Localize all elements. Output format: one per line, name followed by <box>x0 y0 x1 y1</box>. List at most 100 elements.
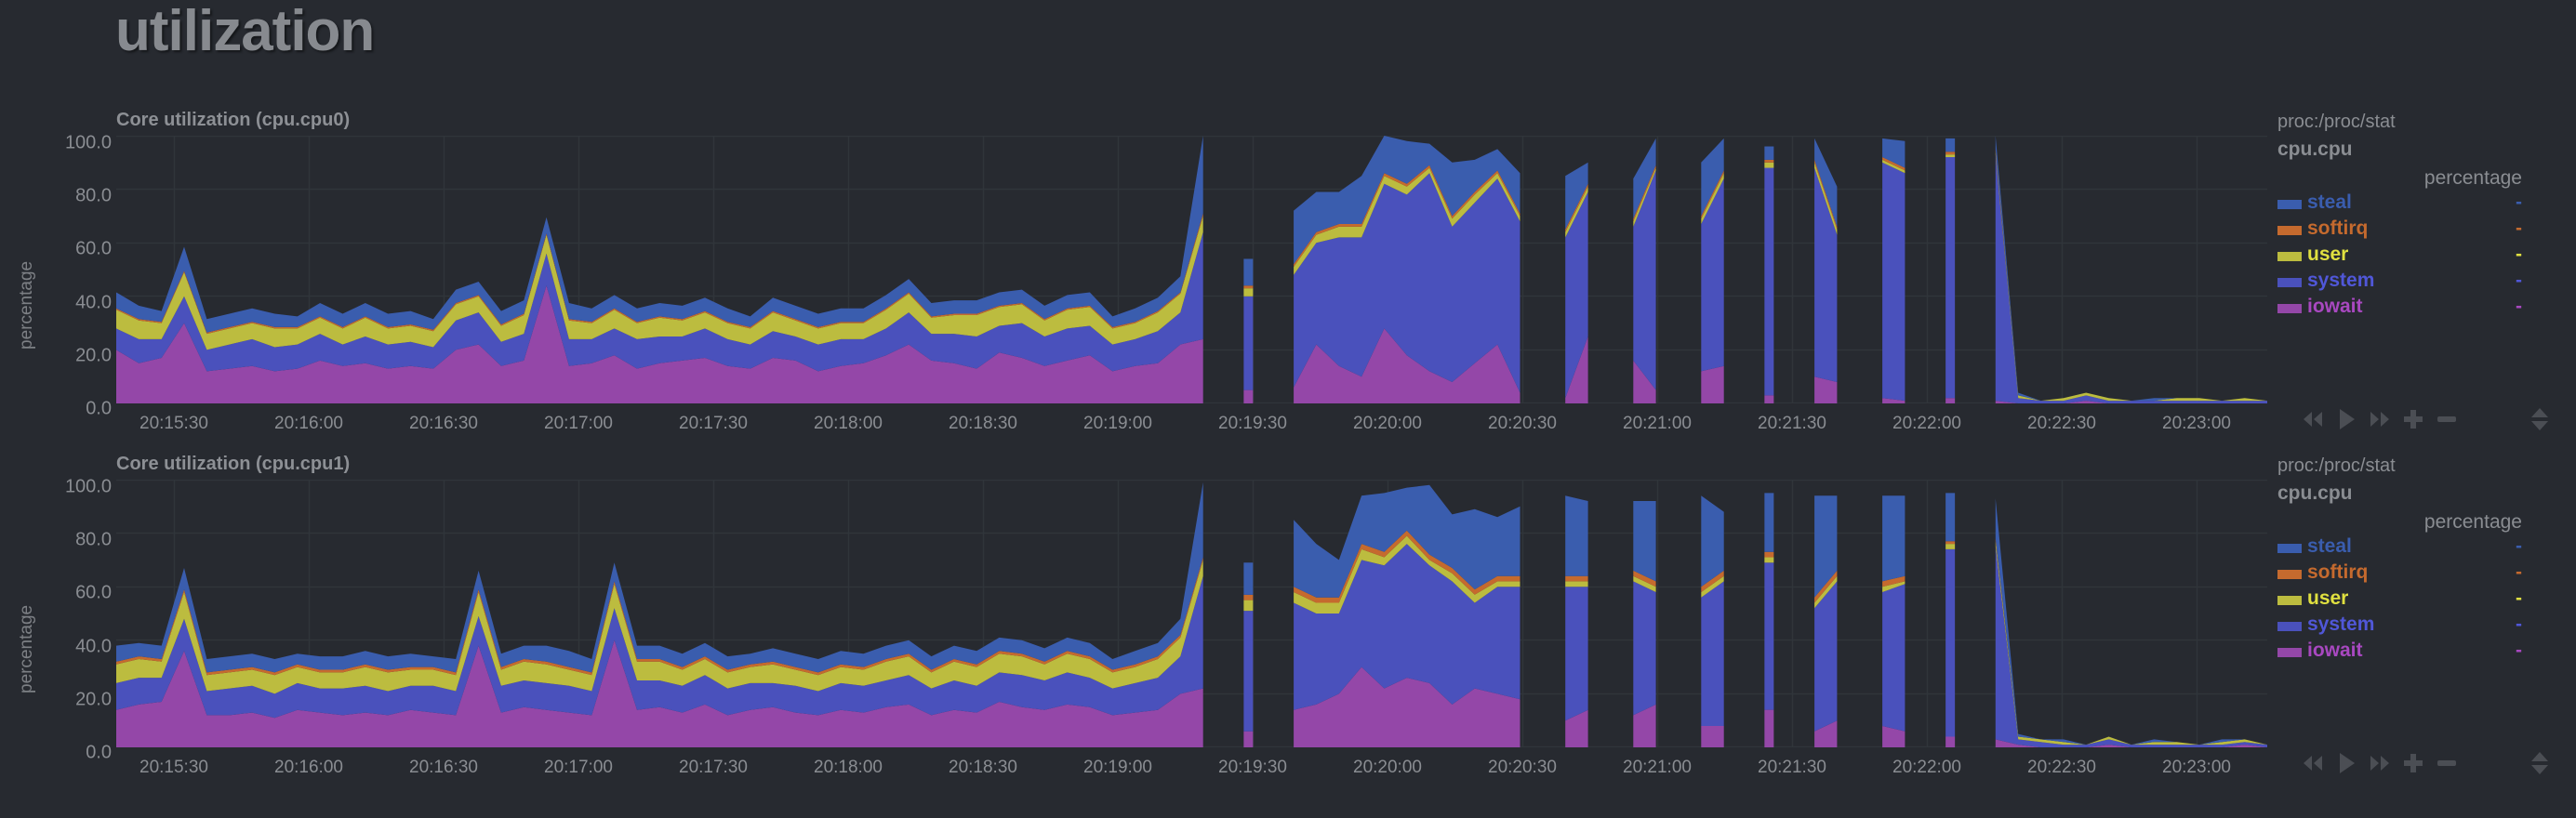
legend: proc:/proc/stat cpu.cpu percentage steal… <box>2277 455 2556 664</box>
area-iowait <box>1701 726 1724 747</box>
y-tick: 80.0 <box>75 185 112 206</box>
x-tick: 20:21:30 <box>1758 414 1826 433</box>
legend-item-system[interactable]: system - <box>2277 268 2556 294</box>
area-iowait <box>1995 739 2267 747</box>
zoom-out-icon[interactable] <box>2435 407 2459 431</box>
legend: proc:/proc/stat cpu.cpu percentage steal… <box>2277 112 2556 320</box>
resize-icon[interactable] <box>2528 751 2552 775</box>
x-axis: 20:15:30 20:16:00 20:16:30 20:17:00 20:17:30… <box>0 758 2576 785</box>
area-steal <box>1701 138 1724 217</box>
area-user <box>1565 186 1588 238</box>
x-tick: 20:20:00 <box>1353 414 1422 433</box>
legend-label: user <box>2307 244 2349 265</box>
area-softirq <box>1882 575 1905 587</box>
area-system <box>1814 581 1838 732</box>
x-tick: 20:18:30 <box>949 758 1017 777</box>
area-system <box>1633 581 1656 716</box>
resize-icon[interactable] <box>2528 407 2552 431</box>
area-softirq <box>1945 152 1956 155</box>
area-iowait <box>1882 726 1905 747</box>
area-steal <box>1565 162 1588 230</box>
area-system <box>1294 544 1520 710</box>
area-softirq <box>1633 165 1656 222</box>
x-tick: 20:20:30 <box>1488 758 1557 777</box>
area-iowait <box>116 640 1203 747</box>
area-iowait <box>1945 736 1956 747</box>
x-tick: 20:18:00 <box>814 758 883 777</box>
legend-item-steal[interactable]: steal - <box>2277 190 2556 216</box>
area-steal <box>1764 493 1774 552</box>
pan-left-icon[interactable] <box>2301 407 2325 431</box>
legend-value: - <box>2516 191 2522 213</box>
x-tick: 20:21:00 <box>1623 758 1692 777</box>
zoom-in-icon[interactable] <box>2401 407 2425 431</box>
legend-items: steal - softirq - user - system - iowait - <box>2277 534 2556 664</box>
zoom-out-icon[interactable] <box>2435 751 2459 775</box>
area-steal <box>1633 501 1656 582</box>
area-system <box>1294 173 1520 393</box>
legend-item-steal[interactable]: steal - <box>2277 534 2556 560</box>
legend-item-user[interactable]: user - <box>2277 586 2556 612</box>
area-user <box>1294 535 1520 614</box>
area-user <box>1294 167 1520 275</box>
area-steal <box>1243 258 1254 286</box>
area-system <box>1764 562 1774 710</box>
area-system <box>1701 178 1724 372</box>
y-tick: 20.0 <box>75 689 112 710</box>
play-icon[interactable] <box>2334 751 2358 775</box>
legend-item-iowait[interactable]: iowait - <box>2277 638 2556 664</box>
legend-swatch <box>2277 570 2302 579</box>
plot-area[interactable] <box>116 480 2267 747</box>
legend-items: steal - softirq - user - system - iowait - <box>2277 190 2556 320</box>
legend-swatch <box>2277 226 2302 235</box>
area-user <box>1882 581 1905 592</box>
area-iowait <box>1814 720 1838 747</box>
area-system <box>1882 584 1905 732</box>
legend-value: - <box>2516 244 2522 265</box>
legend-item-softirq[interactable]: softirq - <box>2277 560 2556 586</box>
x-tick: 20:16:30 <box>409 758 478 777</box>
area-system <box>116 575 1203 719</box>
legend-item-iowait[interactable]: iowait - <box>2277 294 2556 320</box>
pan-right-icon[interactable] <box>2368 407 2392 431</box>
pan-left-icon[interactable] <box>2301 751 2325 775</box>
legend-swatch <box>2277 252 2302 261</box>
legend-value: - <box>2516 561 2522 583</box>
area-iowait <box>1814 376 1838 403</box>
y-tick: 60.0 <box>75 238 112 259</box>
plot-area[interactable] <box>116 136 2267 403</box>
legend-item-softirq[interactable]: softirq - <box>2277 216 2556 242</box>
area-system <box>1701 581 1724 726</box>
y-axis-label: percentage <box>17 604 36 693</box>
area-steal <box>1565 495 1588 576</box>
legend-label: steal <box>2307 191 2352 213</box>
x-tick: 20:17:00 <box>544 758 613 777</box>
y-tick: 40.0 <box>75 636 112 657</box>
area-softirq <box>1565 183 1588 232</box>
area-steal <box>116 136 1203 333</box>
area-user <box>1814 575 1838 609</box>
y-tick: 100.0 <box>64 476 112 497</box>
play-icon[interactable] <box>2334 407 2358 431</box>
legend-swatch <box>2277 596 2302 605</box>
area-system <box>1945 548 1956 737</box>
legend-units: percentage <box>2423 511 2522 533</box>
legend-value: - <box>2516 587 2522 609</box>
area-steal <box>1294 484 1520 598</box>
area-iowait <box>1701 365 1724 403</box>
x-tick: 20:20:00 <box>1353 758 1422 777</box>
chart-cpu1: Core utilization (cpu.cpu1) percentage 1… <box>0 454 2576 798</box>
legend-value: - <box>2516 296 2522 317</box>
y-axis-label: percentage <box>17 260 36 350</box>
area-steal <box>1814 138 1838 227</box>
area-softirq <box>1701 170 1724 219</box>
area-softirq <box>1243 285 1254 289</box>
pan-right-icon[interactable] <box>2368 751 2392 775</box>
x-tick: 20:22:00 <box>1892 758 1961 777</box>
zoom-in-icon[interactable] <box>2401 751 2425 775</box>
legend-item-user[interactable]: user - <box>2277 242 2556 268</box>
legend-item-system[interactable]: system - <box>2277 612 2556 638</box>
page-title: utilization <box>115 0 375 63</box>
area-user <box>116 560 1203 694</box>
area-user <box>1945 154 1956 158</box>
